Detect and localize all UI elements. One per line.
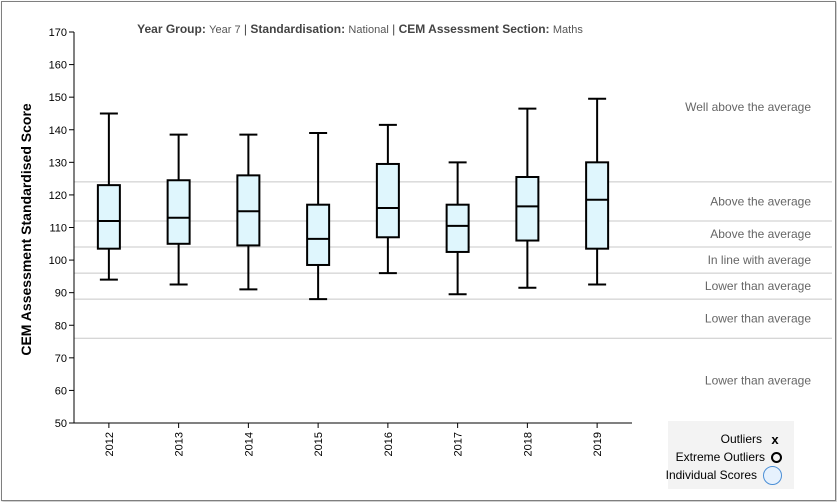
y-tick-label: 150: [49, 92, 67, 104]
band-label: Well above the average: [685, 100, 811, 114]
y-tick-label: 50: [55, 418, 67, 430]
y-tick-label: 90: [55, 288, 67, 300]
iqr-box: [306, 203, 331, 266]
year-group-value: Year 7: [209, 24, 241, 36]
band-label: Above the average: [710, 194, 811, 208]
y-tick-label: 170: [49, 27, 67, 39]
iqr-box: [445, 203, 470, 253]
legend-individual-scores: Individual Scores: [665, 465, 782, 485]
iqr-box: [166, 179, 191, 245]
y-tick-label: 120: [49, 190, 67, 202]
x-tick-label: 2018: [522, 432, 534, 456]
legend-individual-label: Individual Scores: [665, 468, 757, 482]
y-tick-label: 130: [49, 157, 67, 169]
x-tick-label: 2013: [174, 432, 186, 456]
legend-extreme-label: Extreme Outliers: [675, 450, 765, 464]
legend: Outliers x Extreme Outliers Individual S…: [665, 421, 794, 489]
x-tick-label: 2012: [104, 432, 116, 456]
y-tick-label: 70: [55, 353, 67, 365]
iqr-box: [515, 175, 540, 242]
standardisation-value: National: [348, 24, 389, 36]
section-label: CEM Assessment Section:: [398, 22, 550, 36]
y-tick-label: 140: [49, 125, 67, 137]
x-tick-label: 2017: [453, 432, 465, 456]
x-tick-label: 2019: [592, 432, 604, 456]
y-tick-label: 60: [55, 385, 67, 397]
year-group-label: Year Group:: [137, 22, 206, 36]
y-tick-label: 80: [55, 320, 67, 332]
iqr-box: [585, 161, 610, 250]
y-tick-label: 100: [49, 255, 67, 267]
legend-outliers: Outliers x: [721, 430, 782, 448]
filled-circle-icon: [763, 465, 782, 485]
y-axis-title: CEM Assessment Standardised Score: [18, 103, 34, 356]
section-value: Maths: [552, 24, 583, 36]
legend-extreme-outliers: Extreme Outliers: [676, 448, 782, 466]
x-tick-label: 2014: [243, 432, 255, 456]
band-label: Lower than average: [705, 312, 811, 326]
header-separator: |: [243, 22, 248, 36]
x-mark-icon: x: [771, 431, 779, 447]
band-label: Lower than average: [705, 279, 811, 293]
band-label: Above the average: [710, 227, 811, 241]
y-tick-label: 160: [49, 60, 67, 72]
band-label: Lower than average: [705, 374, 811, 388]
band-label: In line with average: [708, 253, 812, 267]
x-tick-label: 2016: [383, 432, 395, 456]
chart-header: Year Group: Year 7 | Standardisation: Na…: [0, 22, 720, 36]
x-tick-label: 2015: [313, 432, 325, 456]
standardisation-label: Standardisation:: [250, 22, 346, 36]
y-tick-label: 110: [49, 223, 67, 235]
legend-outliers-label: Outliers: [720, 432, 762, 446]
circle-outline-icon: [771, 451, 782, 463]
iqr-box: [375, 162, 400, 239]
iqr-box: [96, 184, 121, 250]
header-separator: |: [392, 22, 396, 36]
